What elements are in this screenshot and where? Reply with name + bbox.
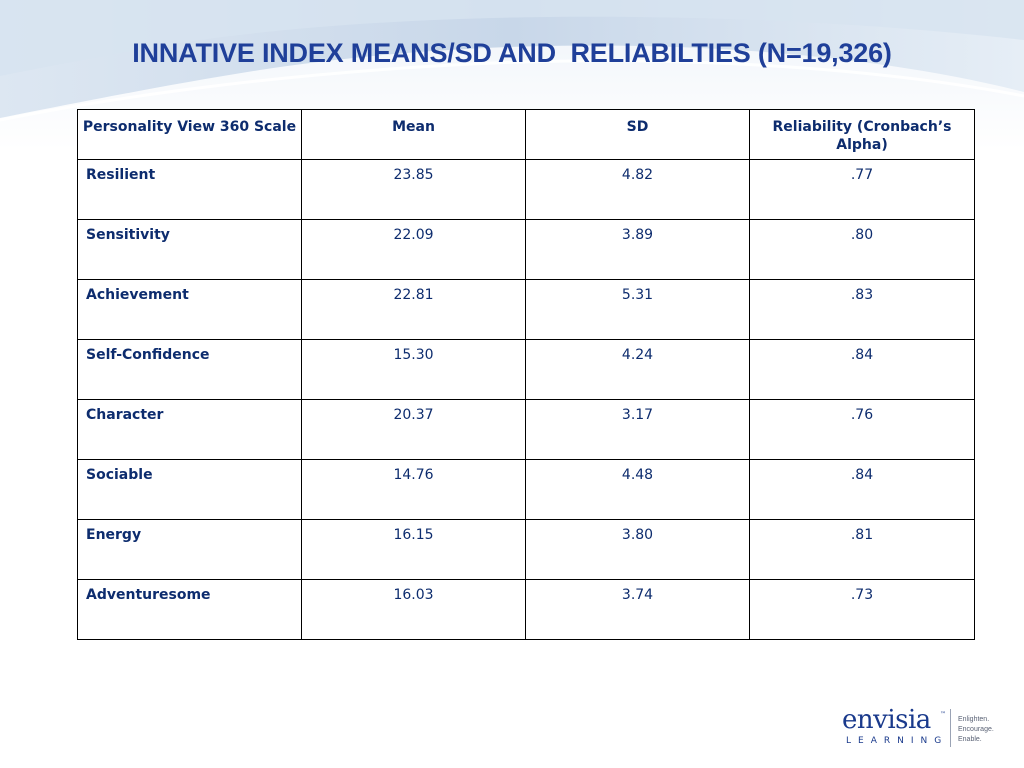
reliability-value: .76 xyxy=(749,399,975,460)
tagline-line: Enable. xyxy=(958,736,982,743)
reliability-value: .80 xyxy=(749,219,975,280)
mean-value: 15.30 xyxy=(301,339,526,400)
scale-name: Character xyxy=(77,399,302,460)
header-sd: SD xyxy=(525,109,750,160)
mean-value: 16.15 xyxy=(301,519,526,580)
sd-value: 3.17 xyxy=(525,399,750,460)
header-mean: Mean xyxy=(301,109,526,160)
scale-name: Energy xyxy=(77,519,302,580)
logo-tagline: Enlighten. Encourage. Enable. xyxy=(958,715,994,745)
reliability-value: .73 xyxy=(749,579,975,640)
sd-value: 3.74 xyxy=(525,579,750,640)
envisia-learning-logo: envisia ™ LEARNING Enlighten. Encourage.… xyxy=(842,705,1002,755)
scale-name: Resilient xyxy=(77,159,302,220)
table-row: Character 20.37 3.17 .76 xyxy=(77,399,975,460)
sd-value: 4.24 xyxy=(525,339,750,400)
scale-name: Adventuresome xyxy=(77,579,302,640)
mean-value: 14.76 xyxy=(301,459,526,520)
reliability-value: .81 xyxy=(749,519,975,580)
reliability-value: .84 xyxy=(749,459,975,520)
table-row: Achievement 22.81 5.31 .83 xyxy=(77,279,975,340)
sd-value: 5.31 xyxy=(525,279,750,340)
reliability-value: .77 xyxy=(749,159,975,220)
tagline-line: Enlighten. xyxy=(958,716,990,723)
table-header-row: Personality View 360 Scale Mean SD Relia… xyxy=(77,109,975,160)
tagline-line: Encourage. xyxy=(958,726,994,733)
logo-sub-text: LEARNING xyxy=(846,736,949,746)
header-reliability: Reliability (Cronbach’s Alpha) xyxy=(749,109,975,160)
mean-value: 16.03 xyxy=(301,579,526,640)
mean-value: 22.81 xyxy=(301,279,526,340)
mean-value: 23.85 xyxy=(301,159,526,220)
mean-value: 22.09 xyxy=(301,219,526,280)
scale-name: Achievement xyxy=(77,279,302,340)
sd-value: 3.89 xyxy=(525,219,750,280)
reliability-value: .84 xyxy=(749,339,975,400)
table-row: Self-Confidence 15.30 4.24 .84 xyxy=(77,339,975,400)
mean-value: 20.37 xyxy=(301,399,526,460)
sd-value: 3.80 xyxy=(525,519,750,580)
logo-trademark: ™ xyxy=(940,711,946,718)
table-row: Energy 16.15 3.80 .81 xyxy=(77,519,975,580)
reliability-table: Personality View 360 Scale Mean SD Relia… xyxy=(77,109,975,640)
reliability-value: .83 xyxy=(749,279,975,340)
logo-divider xyxy=(950,709,951,747)
table-row: Sensitivity 22.09 3.89 .80 xyxy=(77,219,975,280)
scale-name: Sensitivity xyxy=(77,219,302,280)
table-row: Sociable 14.76 4.48 .84 xyxy=(77,459,975,520)
header-scale: Personality View 360 Scale xyxy=(77,109,302,160)
table-row: Adventuresome 16.03 3.74 .73 xyxy=(77,579,975,640)
logo-brand-text: envisia xyxy=(842,705,931,735)
table-row: Resilient 23.85 4.82 .77 xyxy=(77,159,975,220)
sd-value: 4.82 xyxy=(525,159,750,220)
scale-name: Self-Confidence xyxy=(77,339,302,400)
slide-title: INNATIVE INDEX MEANS/SD AND RELIABILTIES… xyxy=(132,38,892,68)
scale-name: Sociable xyxy=(77,459,302,520)
sd-value: 4.48 xyxy=(525,459,750,520)
